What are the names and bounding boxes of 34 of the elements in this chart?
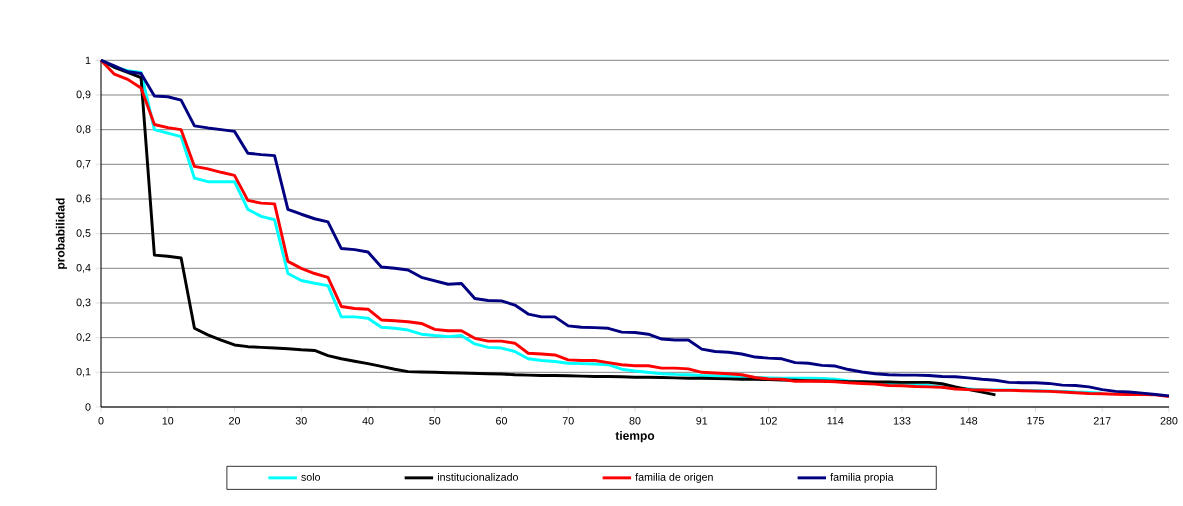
- x-tick-label: 80: [629, 417, 641, 425]
- x-tick-label: 91: [696, 417, 708, 425]
- x-tick-label: 133: [893, 417, 911, 425]
- x-tick-label: 70: [562, 417, 574, 425]
- legend-label: solo: [301, 472, 321, 481]
- y-tick-label: 0,3: [76, 298, 91, 308]
- x-tick-label: 30: [295, 417, 307, 425]
- x-tick-label: 114: [827, 417, 844, 425]
- x-tick-label: 0: [98, 417, 104, 425]
- y-tick-label: 0,6: [76, 194, 91, 204]
- x-tick-label: 20: [229, 417, 241, 425]
- x-tick-label: 50: [429, 417, 441, 425]
- x-tick-label: 40: [362, 417, 374, 425]
- x-axis-title: tiempo: [615, 431, 655, 443]
- x-tick-label: 175: [1027, 417, 1044, 425]
- y-tick-label: 0,4: [76, 263, 91, 273]
- y-tick-label: 0,8: [76, 125, 91, 135]
- y-tick-label: 0,9: [76, 90, 91, 100]
- x-tick-label: 60: [496, 417, 508, 425]
- x-tick-label: 217: [1093, 417, 1111, 425]
- legend-label: institucionalizado: [437, 472, 518, 481]
- legend-label: familia de origen: [635, 472, 713, 483]
- x-tick-label: 102: [760, 417, 777, 425]
- legend-label: familia propia: [830, 472, 894, 483]
- y-tick-label: 0,1: [76, 367, 91, 377]
- y-tick-label: 1: [85, 56, 91, 64]
- y-tick-label: 0,2: [76, 333, 91, 343]
- y-tick-label: 0,5: [76, 229, 91, 239]
- x-tick-label: 10: [162, 417, 174, 425]
- x-tick-label: 280: [1160, 417, 1178, 425]
- y-tick-label: 0: [85, 403, 91, 411]
- x-tick-label: 148: [960, 417, 978, 425]
- y-axis-title: probabilidad: [55, 198, 67, 269]
- y-tick-label: 0,7: [76, 159, 91, 169]
